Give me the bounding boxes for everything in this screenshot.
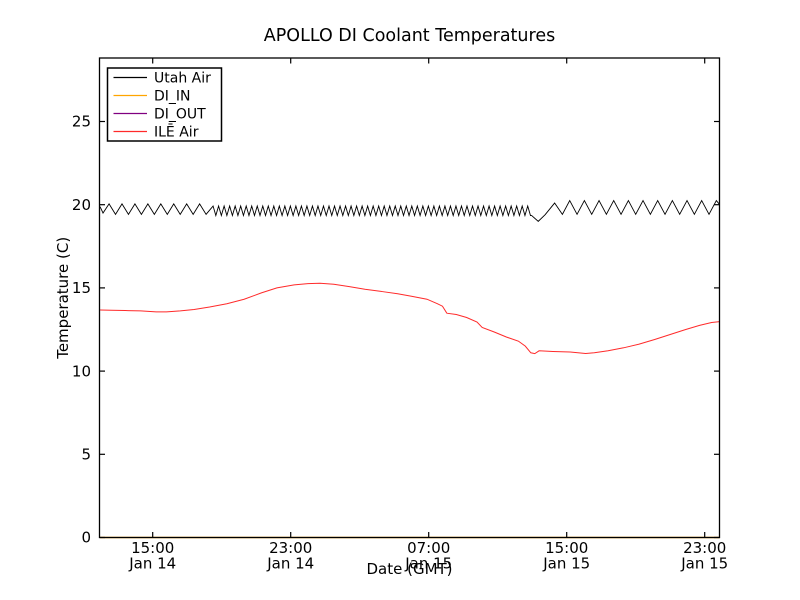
y-tick-label: 5 xyxy=(81,446,91,464)
legend-label-di-out: DI_OUT xyxy=(154,107,206,123)
tick-labels-group: 15:00 Jan 14 23:00 Jan 14 07:00 Jan 15 15:00 Ja… xyxy=(72,113,728,573)
series-line-0-utah-air xyxy=(99,199,721,222)
x-axis-label: Date (GMT) xyxy=(366,560,452,578)
y-tick-label: 20 xyxy=(72,196,91,214)
y-tick-label: 25 xyxy=(72,113,91,131)
legend-label-ile-air: ILĒ Air xyxy=(154,124,199,141)
plot-border xyxy=(98,57,721,539)
ticks-group xyxy=(99,58,720,539)
y-axis-label: Temperature (C) xyxy=(54,237,72,360)
series-line-3-il-air xyxy=(100,282,720,355)
y-tick-label: 0 xyxy=(81,529,91,547)
y-tick-label: 10 xyxy=(72,362,91,380)
x-tick-label: 23:00 Jan 15 xyxy=(680,539,728,573)
y-tick-label: 15 xyxy=(72,279,91,297)
legend-box xyxy=(106,67,223,142)
x-tick-label: 07:00 Jan 15 xyxy=(404,539,452,573)
legend-label-utah-air: Utah Air xyxy=(154,71,211,87)
x-tick-label: 15:00 Jan 15 xyxy=(542,539,590,573)
series-group xyxy=(99,199,721,539)
chart-title: APOLLO DI Coolant Temperatures xyxy=(264,26,555,46)
x-tick-label: 23:00 Jan 14 xyxy=(266,539,314,573)
x-tick-label: 15:00 Jan 14 xyxy=(128,539,176,573)
legend-label-di-in: DI_IN xyxy=(154,89,191,105)
legend: Utah Air DI_IN DI_OUT ILĒ Air xyxy=(106,67,223,142)
